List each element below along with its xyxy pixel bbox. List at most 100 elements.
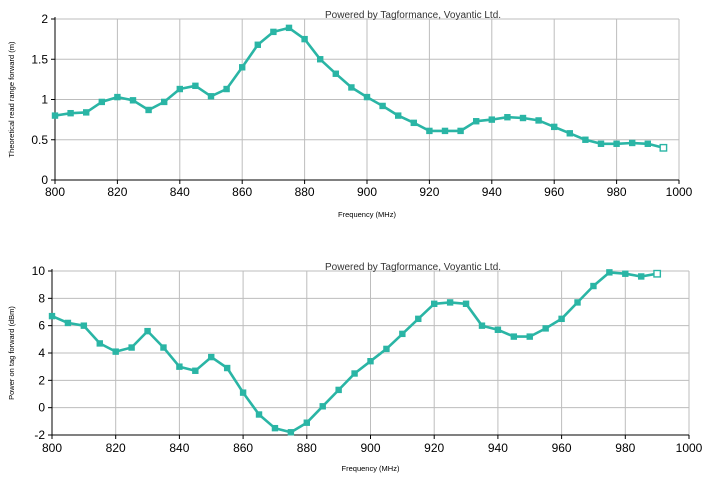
watermark-text: Powered by Tagformance, Voyantic Ltd. [325,262,501,273]
x-tick-label: 960 [552,441,572,455]
data-point [98,98,105,106]
data-point [379,102,386,110]
data-point [457,127,464,135]
data-point [239,389,247,396]
data-point [558,315,565,323]
data-point [462,300,470,307]
data-point [590,282,597,290]
x-tick-label: 920 [419,185,439,199]
chart-2: 800 820 840 860 880 900 920 940 960 980 1000 -2 0 2 4 6… [7,262,703,473]
x-tick-label: 840 [170,185,190,199]
data-point [551,123,558,131]
x-tick-label: 860 [232,185,252,199]
x-axis-label: Frequency (MHz) [338,210,396,219]
data-point [271,424,279,432]
x-tick-label: 800 [42,441,62,455]
y-tick-label: 0 [38,401,45,415]
y-tick-label: 2 [38,373,45,387]
data-point [638,273,645,280]
data-point [301,35,308,43]
data-point [287,429,295,436]
data-point [112,348,119,355]
data-point [270,28,277,36]
data-point [208,353,215,361]
x-tick-label: 940 [488,441,508,455]
data-point [48,312,56,320]
data-point [510,333,518,340]
y-tick-label: 10 [32,264,46,278]
data-point [223,85,230,93]
data-point [192,82,199,90]
data-point [566,130,573,137]
watermark-text: Powered by Tagformance, Voyantic Ltd. [325,10,501,21]
data-point [319,403,326,410]
data-point [622,270,629,277]
data-point [335,386,342,394]
x-tick-label: 880 [295,185,315,199]
data-point [161,98,168,106]
x-tick-label: 980 [607,185,627,199]
data-point [383,345,390,353]
data-point [613,140,620,147]
data-point [223,364,231,372]
data-point [582,136,589,143]
x-tick-label: 900 [357,185,377,199]
data-point [504,114,511,121]
data-point [176,85,183,93]
data-point [129,97,137,104]
data-point [415,315,422,323]
data-point [192,367,199,374]
data-point [410,119,417,127]
y-axis-label: Theoretical read range forward (m) [7,41,16,157]
data-point [644,140,651,147]
x-tick-label: 860 [233,441,253,455]
series-line [54,26,664,150]
data-point [446,299,454,306]
data-point [351,370,358,377]
data-point [441,127,449,135]
y-tick-label: 1 [41,93,48,107]
y-tick-label: 1.5 [31,52,48,66]
data-point [332,70,339,77]
data-point [317,56,324,63]
y-tick-label: 8 [38,291,45,305]
data-point [67,109,74,117]
y-tick-label: -2 [34,428,45,442]
data-point [144,327,151,335]
data-point [285,24,293,32]
data-point [239,64,246,71]
data-point [160,344,167,351]
y-axis-label: Power on tag forward (dBm) [7,306,16,400]
data-point [519,114,527,122]
x-tick-label: 980 [615,441,635,455]
data-point [254,41,261,48]
x-tick-label: 880 [297,441,317,455]
x-tick-label: 940 [482,185,502,199]
data-point [83,109,90,116]
y-tick-label: 4 [38,346,45,360]
data-point [363,93,371,101]
data-point [176,363,183,370]
data-point [80,322,88,329]
data-point [64,319,72,327]
x-tick-label: 1000 [676,441,703,455]
data-point [399,330,406,338]
data-point [535,117,542,124]
data-point [426,127,433,135]
data-point [659,143,668,152]
data-point [606,269,613,276]
y-tick-label: 2 [41,12,48,26]
data-point [367,358,374,365]
data-point [207,93,215,100]
x-tick-label: 800 [45,185,65,199]
data-point [488,116,495,123]
data-point [629,139,636,147]
data-point [255,411,263,418]
data-point [128,344,135,351]
y-tick-label: 6 [38,319,45,333]
data-point [494,326,502,333]
data-point [597,140,605,147]
data-point [96,340,103,347]
data-point [431,300,438,307]
